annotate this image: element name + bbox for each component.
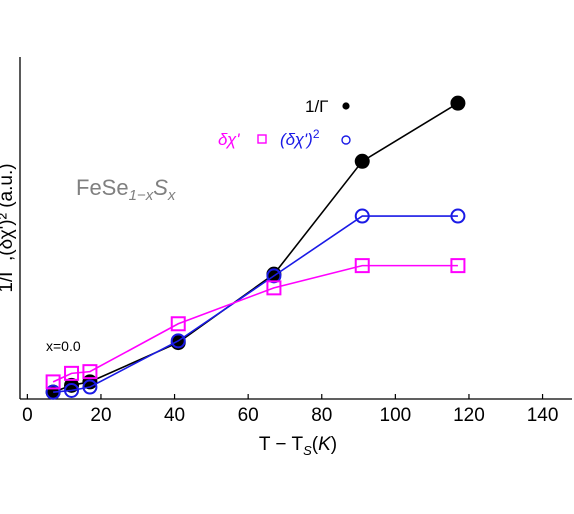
x-tick-label-80: 80	[311, 405, 332, 426]
series-2-point-5	[354, 258, 370, 274]
x-axis-title-unit: K	[318, 434, 332, 455]
series-0-point-6	[450, 95, 466, 111]
series-2-point-2	[82, 364, 98, 380]
series-line-1	[53, 215, 458, 393]
legend: 1/Γ δχ' (δχ')2	[218, 97, 351, 149]
x-axis-title-sub: S	[303, 443, 312, 458]
series-2-point-4	[266, 280, 282, 296]
series-1-point-1	[64, 382, 80, 398]
axes: 0 20 40 60 80 100 120 140	[19, 57, 572, 426]
series-2-point-6	[450, 258, 466, 274]
series-1-point-0	[45, 384, 61, 400]
legend-marker-dchi	[257, 134, 267, 144]
legend-label-dchi: δχ'	[218, 130, 240, 149]
series-1-point-2	[82, 379, 98, 395]
series-layer	[45, 95, 466, 400]
series-1-point-4	[266, 268, 282, 284]
series-0-point-5	[354, 153, 370, 169]
x-axis-title-open: (	[312, 434, 319, 455]
x-axis-title-t: T − T	[259, 434, 304, 455]
x-tick-label-20: 20	[90, 405, 111, 426]
series-2-point-1	[64, 365, 80, 381]
legend-marker-dchi-squared	[341, 135, 351, 145]
x-tick-label-0: 0	[22, 405, 33, 426]
y-axis-title: 1/Γ ,(δχ')² (a.u.)	[0, 163, 17, 292]
x-tick-label-100: 100	[380, 405, 412, 426]
x-tick-label-60: 60	[238, 405, 259, 426]
series-line-2	[52, 264, 458, 383]
x-tick-label-120: 120	[453, 405, 485, 426]
legend-label-inv-gamma: 1/Γ	[305, 97, 329, 116]
legend-label-dchi-squared: (δχ')2	[280, 127, 320, 149]
series-1-point-3	[170, 333, 186, 349]
x-axis-title-close: )	[331, 434, 337, 455]
material-s-sub: x	[167, 187, 176, 204]
series-1-point-5	[354, 208, 370, 224]
series-2-point-0	[45, 374, 61, 390]
x-tick-label-140: 140	[527, 405, 559, 426]
material-s: S	[153, 175, 168, 200]
x-axis-title: T − TS(K)	[259, 434, 337, 458]
series-line-0	[52, 102, 459, 393]
material-label: FeSe1−xSx	[76, 175, 176, 204]
x-tick-label-40: 40	[164, 405, 185, 426]
legend-dchi2-sup: 2	[313, 127, 320, 141]
composition-label: x=0.0	[46, 338, 81, 354]
legend-marker-inv-gamma	[342, 102, 350, 110]
x-ticks: 0 20 40 60 80 100 120 140	[22, 394, 558, 426]
legend-dchi2-base: (δχ')	[280, 130, 313, 149]
series-2-point-3	[170, 316, 186, 332]
material-sub: 1−x	[129, 187, 154, 204]
series-1-point-6	[450, 208, 466, 224]
material-base: FeSe	[76, 175, 129, 200]
